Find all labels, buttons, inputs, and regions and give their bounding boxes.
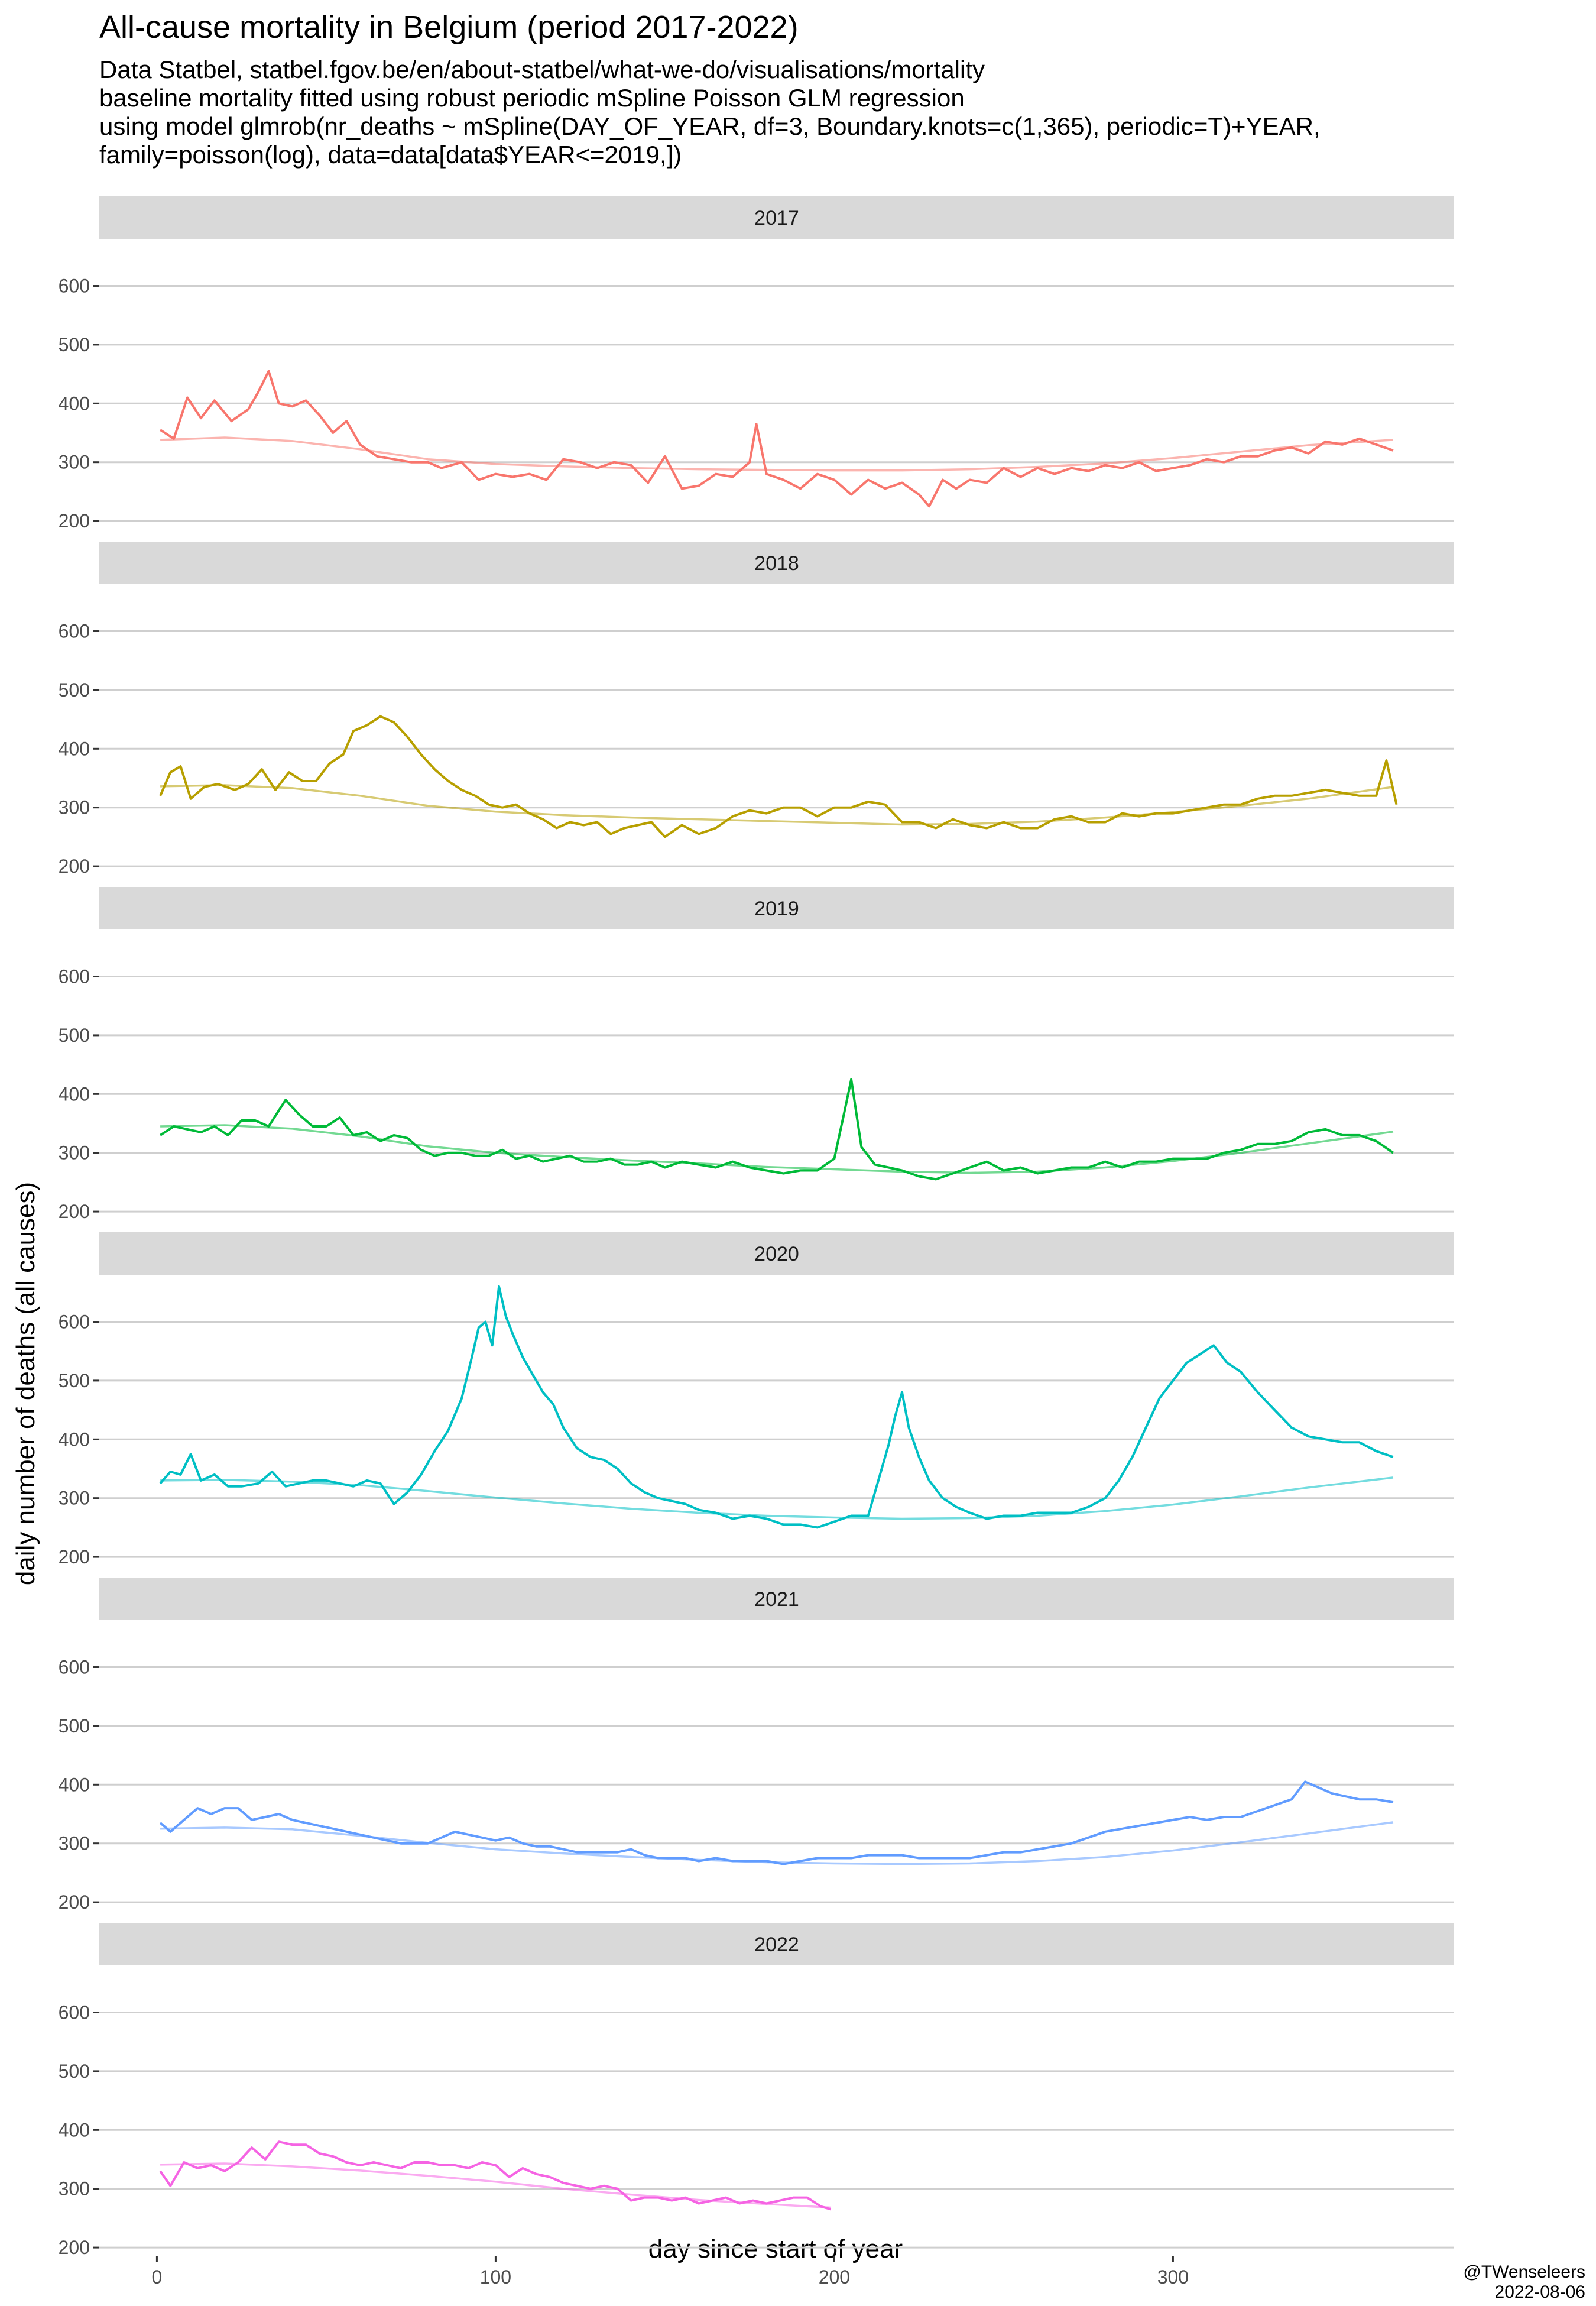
y-tick-label: 600 [59,2002,90,2023]
y-tick-label: 300 [59,1142,90,1164]
y-tick-label: 600 [59,276,90,297]
y-tick-label: 400 [59,2119,90,2140]
y-tick-label: 600 [59,1657,90,1678]
y-tick-label: 300 [59,2178,90,2200]
series-baseline-2018 [160,784,1394,826]
facet-panel-2018: 2018 200 300 400 500 600 [59,542,1454,877]
series-observed-2017 [160,370,1394,508]
series-observed-2019 [160,1078,1394,1181]
y-tick-label: 200 [59,1892,90,1913]
facet-strip [99,887,1454,929]
facet-panel-2022: 2022 200 300 400 500 600 [59,1923,1454,2258]
series-observed-2018 [159,715,1398,838]
facet-strip-label: 2018 [754,552,799,575]
facet-panel-2020: 2020 200 300 400 500 600 [59,1232,1454,1567]
x-tick-label: 300 [1157,2266,1189,2288]
facet-panel-2019: 2019 200 300 400 500 600 [59,887,1454,1222]
facet-strip-label: 2019 [754,898,799,920]
series-baseline-2019 [160,1124,1394,1174]
x-axis-label: day since start of year [648,2234,903,2263]
y-tick-label: 600 [59,966,90,987]
subtitle-line-4: family=poisson(log), data=data[data$YEAR… [99,141,682,169]
y-tick-label: 400 [59,1429,90,1450]
y-tick-label: 500 [59,2061,90,2082]
facet-panel-2021: 2021 200 300 400 500 600 [59,1578,1454,1913]
y-tick-label: 300 [59,452,90,473]
series-baseline-2022 [160,2162,831,2209]
facet-strip [99,196,1454,239]
caption-date: 2022-08-06 [1494,2282,1585,2302]
subtitle-line-2: baseline mortality fitted using robust p… [99,84,965,112]
subtitle-line-1: Data Statbel, statbel.fgov.be/en/about-s… [99,56,985,83]
facet-strip [99,1232,1454,1275]
x-axis: 0 100 200 300 [152,2256,1189,2288]
facet-strip-label: 2022 [754,1933,799,1956]
y-tick-label: 400 [59,393,90,414]
y-tick-label: 500 [59,334,90,355]
series-observed-2020 [159,1285,1394,1529]
facet-strip-label: 2020 [754,1243,799,1265]
y-tick-label: 200 [59,510,90,532]
facet-strip [99,1923,1454,1965]
facet-strip-label: 2017 [754,207,799,229]
y-tick-label: 400 [59,1083,90,1105]
x-tick-label: 100 [480,2266,511,2288]
facet-strip [99,542,1454,584]
y-tick-label: 300 [59,1488,90,1509]
y-tick-label: 600 [59,1311,90,1333]
y-axis-label: daily number of deaths (all causes) [11,1182,40,1585]
series-baseline-2017 [160,436,1394,472]
caption-handle: @TWenseleers [1463,2262,1585,2282]
y-tick-label: 400 [59,1774,90,1795]
facet-strip [99,1578,1454,1620]
y-tick-label: 500 [59,679,90,701]
y-tick-label: 400 [59,738,90,759]
chart-title: All-cause mortality in Belgium (period 2… [99,9,799,45]
facet-panel-2017: 2017 200 300 400 500 600 [59,196,1454,532]
y-tick-label: 200 [59,856,90,877]
y-tick-label: 200 [59,2237,90,2258]
y-tick-label: 500 [59,1025,90,1046]
facet-strip-label: 2021 [754,1588,799,1611]
x-tick-label: 200 [819,2266,850,2288]
series-observed-2022 [159,2140,832,2211]
y-tick-label: 300 [59,797,90,818]
y-tick-label: 300 [59,1833,90,1854]
chart-subtitle: Data Statbel, statbel.fgov.be/en/about-s… [99,56,1321,169]
y-tick-label: 200 [59,1201,90,1222]
y-tick-label: 600 [59,621,90,642]
series-observed-2021 [159,1780,1394,1865]
y-tick-label: 500 [59,1715,90,1737]
series-baseline-2020 [160,1476,1394,1520]
x-tick-label: 0 [152,2266,163,2288]
y-tick-label: 500 [59,1370,90,1391]
subtitle-line-3: using model glmrob(nr_deaths ~ mSpline(D… [99,112,1321,140]
y-tick-label: 200 [59,1546,90,1567]
